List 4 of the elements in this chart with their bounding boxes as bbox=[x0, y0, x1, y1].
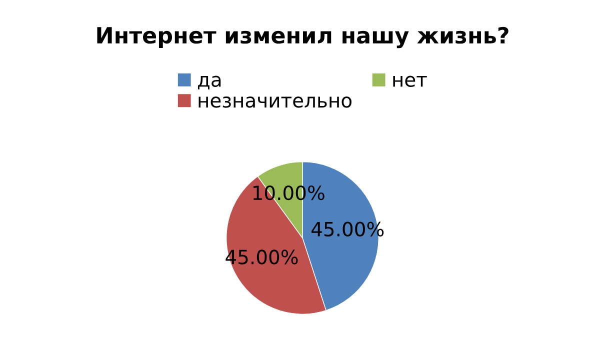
legend-label: да bbox=[198, 76, 221, 90]
legend-label: нет bbox=[393, 76, 427, 87]
legend-label: незначительно bbox=[198, 96, 352, 108]
chart-title: Интернет изменил нашу жизнь? bbox=[97, 26, 508, 48]
